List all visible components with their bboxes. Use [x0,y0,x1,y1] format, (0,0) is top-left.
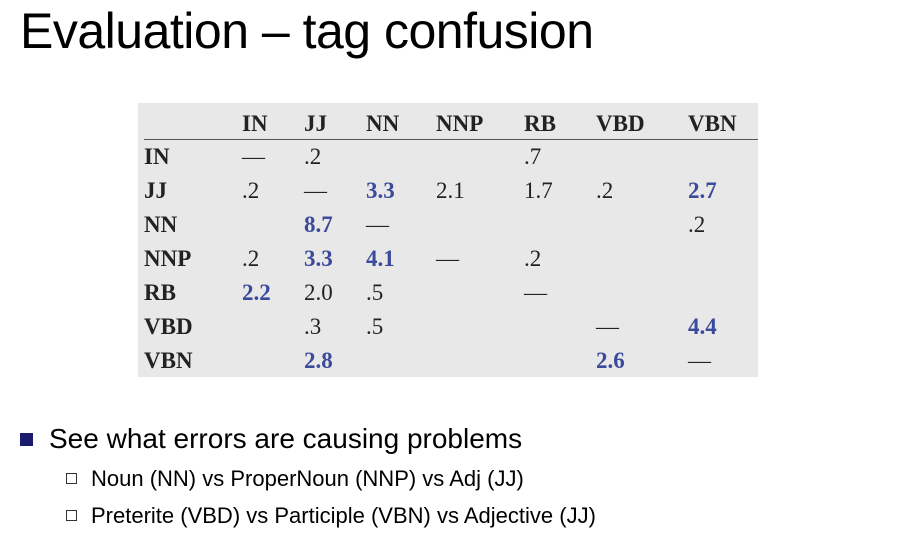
matrix-cell: 2.1 [436,178,465,203]
matrix-cell: — [596,314,619,339]
matrix-cell [524,208,596,242]
bullet-text: See what errors are causing problems [49,423,523,454]
matrix-cell: — [524,280,547,305]
column-header: RB [524,103,596,140]
matrix-cell [596,208,688,242]
matrix-cell [242,310,304,344]
matrix-header-row: IN JJ NN NNP RB VBD VBN [144,103,758,140]
matrix-cell [242,344,304,378]
matrix-cell: — [242,144,265,169]
matrix-cell: .5 [366,314,384,339]
column-header: VBN [688,103,758,140]
table-row: NN 8.7 — .2 [144,208,758,242]
column-header: VBD [596,103,688,140]
hollow-square-bullet-icon [66,510,77,521]
matrix-cell: — [304,178,327,203]
row-header: JJ [144,178,167,203]
matrix-cell: .2 [242,246,260,271]
matrix-cell [242,208,304,242]
matrix-cell [688,242,758,276]
slide-title: Evaluation – tag confusion [20,3,594,59]
matrix-cell: .7 [524,144,542,169]
matrix-cell-highlight: 4.1 [366,246,395,271]
matrix-cell-highlight: 3.3 [366,178,395,203]
column-header: IN [242,103,304,140]
matrix-cell [688,140,758,175]
row-header: RB [144,280,176,305]
matrix-cell [436,276,524,310]
matrix-cell-highlight: 4.4 [688,314,717,339]
matrix-cell-highlight: 8.7 [304,212,333,237]
matrix-cell: .3 [304,314,322,339]
matrix-cell-highlight: 2.8 [304,348,333,373]
sub-bullet-item: Noun (NN) vs ProperNoun (NNP) vs Adj (JJ… [66,460,900,497]
table-row: VBN 2.8 2.6 — [144,344,758,378]
table-row: VBD .3 .5 — 4.4 [144,310,758,344]
bullet-list: See what errors are causing problems Nou… [20,418,900,534]
matrix-cell-highlight: 2.7 [688,178,717,203]
matrix-cell-highlight: 3.3 [304,246,333,271]
confusion-matrix-table: IN JJ NN NNP RB VBD VBN IN — .2 .7 JJ [144,103,758,378]
matrix-cell [596,140,688,175]
matrix-cell [366,344,436,378]
square-bullet-icon [20,432,33,446]
table-row: RB 2.2 2.0 .5 — [144,276,758,310]
matrix-cell [436,310,524,344]
sub-bullet-text: Noun (NN) vs ProperNoun (NNP) vs Adj (JJ… [91,465,524,491]
matrix-cell [436,344,524,378]
column-header: JJ [304,103,366,140]
matrix-cell: 2.0 [304,280,333,305]
row-header: IN [144,144,170,169]
matrix-cell [524,310,596,344]
matrix-cell [436,208,524,242]
row-header: VBN [144,348,193,373]
matrix-cell: .2 [304,144,322,169]
matrix-cell [596,276,688,310]
matrix-cell: — [436,246,459,271]
matrix-cell-highlight: 2.6 [596,348,625,373]
sub-bullet-text: Preterite (VBD) vs Participle (VBN) vs A… [91,502,596,528]
matrix-cell: .2 [242,178,260,203]
table-row: IN — .2 .7 [144,140,758,175]
matrix-cell: — [366,212,389,237]
sub-bullet-item: Preterite (VBD) vs Participle (VBN) vs A… [66,497,900,534]
matrix-cell: — [688,348,711,373]
table-row: NNP .2 3.3 4.1 — .2 [144,242,758,276]
row-header: VBD [144,314,193,339]
matrix-cell [366,140,436,175]
matrix-cell: 1.7 [524,178,553,203]
column-header: NN [366,103,436,140]
column-header: NNP [436,103,524,140]
matrix-cell: .2 [688,212,706,237]
matrix-cell: .5 [366,280,384,305]
confusion-matrix-panel: IN JJ NN NNP RB VBD VBN IN — .2 .7 JJ [138,103,758,377]
table-row: JJ .2 — 3.3 2.1 1.7 .2 2.7 [144,174,758,208]
matrix-cell-highlight: 2.2 [242,280,271,305]
matrix-corner-cell [144,103,242,140]
matrix-cell [688,276,758,310]
bullet-item: See what errors are causing problems [20,418,900,460]
hollow-square-bullet-icon [66,473,77,484]
matrix-cell [524,344,596,378]
matrix-cell [436,140,524,175]
matrix-cell: .2 [596,178,614,203]
row-header: NN [144,212,178,237]
matrix-cell: .2 [524,246,542,271]
matrix-cell [596,242,688,276]
row-header: NNP [144,246,192,271]
